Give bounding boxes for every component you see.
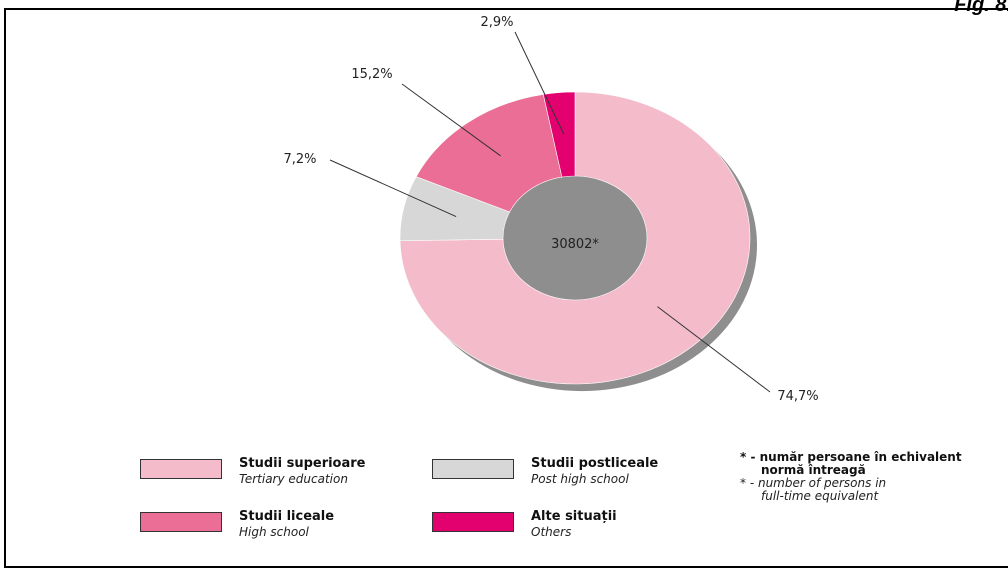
legend-label-ro: Studii postliceale [531,456,659,471]
data-label-high-school: 15,2% [351,67,392,82]
leader-line-others [514,31,565,135]
footnote-ro-line2: normă întreagă [761,463,866,477]
footnote-ro-line1: * - număr persoane în echivalent [740,450,962,464]
leader-line-post-high-school [329,159,457,218]
footnote-en-line2: full-time equivalent [761,489,879,503]
leader-line-tertiary [657,306,771,393]
donut-slice-others [542,91,576,178]
legend-label-en: High school [239,525,309,539]
legend-swatch-high-school [140,512,222,532]
footnote: * - număr persoane în echivalent normă î… [740,451,1008,503]
legend-label-ro: Studii liceale [239,509,335,524]
legend-label-en: Tertiary education [239,472,348,486]
donut-slice-high-school [415,94,563,213]
footnote-en-line1: * - number of persons in [740,476,887,490]
legend-label-ro: Alte situații [531,509,617,524]
legend-swatch-tertiary [140,459,222,479]
data-label-tertiary: 74,7% [777,389,818,404]
center-label: 30802* [551,237,599,252]
data-label-others: 2,9% [480,15,513,30]
legend-label-en: Others [531,525,572,539]
leader-line-high-school [401,83,501,157]
data-label-post-high-school: 7,2% [283,152,316,167]
legend-swatch-post-high-school [432,459,514,479]
legend-swatch-others [432,512,514,532]
legend-label-ro: Studii superioare [239,456,366,471]
donut-chart: 74,7% 7,2% 15,2% 2,9% 30802* [283,15,818,404]
legend-label-en: Post high school [531,472,629,486]
